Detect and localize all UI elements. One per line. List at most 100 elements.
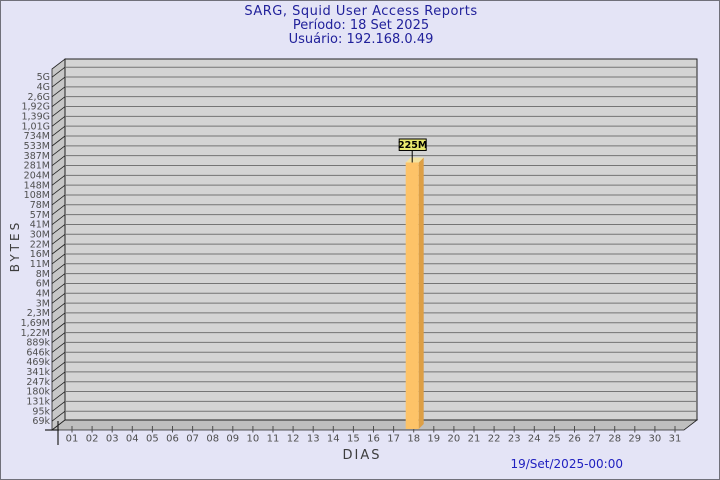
y-tick-label: 22M [30,239,50,250]
x-tick-label: 30 [649,434,662,445]
y-tick-label: 148M [24,180,50,191]
bar-value-callout [398,138,427,151]
report-user: Usuário: 192.168.0.49 [288,32,434,47]
x-tick-label: 09 [226,434,239,445]
x-tick-label: 31 [669,434,682,445]
y-tick-mark [51,184,66,196]
y-tick-mark [51,361,66,373]
y-tick-mark [51,351,66,363]
y-tick-label: 533M [24,141,50,152]
y-tick-mark [51,292,66,304]
bar-day-18 [405,162,419,430]
y-tick-mark [51,243,66,255]
y-tick-mark [51,135,66,147]
y-tick-mark [51,194,66,206]
y-tick-label: 889k [26,338,50,349]
x-tick-label: 14 [327,434,340,445]
y-tick-mark [51,233,66,245]
y-tick-mark [51,332,66,343]
x-tick-label: 20 [448,434,461,445]
y-tick-mark [51,214,66,225]
y-tick-mark [51,371,66,383]
x-tick-label: 22 [488,434,501,445]
y-tick-mark [51,145,66,157]
x-tick-label: 26 [568,434,581,445]
x-tick-label: 01 [66,434,79,445]
y-tick-mark [51,86,66,98]
x-tick-label: 05 [146,434,159,445]
report-timestamp: 19/Set/2025-00:00 [510,457,623,471]
y-tick-label: 734M [24,131,50,142]
x-tick-label: 11 [267,434,280,445]
y-tick-label: 30M [30,229,50,240]
x-tick-label: 07 [186,434,199,445]
x-tick-label: 27 [588,434,601,445]
bar-top-day-18 [405,157,424,163]
y-tick-label: 180k [26,387,50,398]
y-tick-label: 204M [24,170,50,181]
y-tick-label: 1,39G [21,112,50,123]
x-tick-label: 28 [608,434,621,445]
y-tick-mark [51,106,66,117]
y-tick-label: 469k [26,357,50,368]
y-tick-mark [51,391,66,402]
plot-area [64,58,698,421]
x-tick-label: 16 [367,434,380,445]
y-tick-mark [51,253,66,265]
x-tick-label: 02 [86,434,99,445]
y-tick-label: 131k [26,397,50,408]
y-tick-mark [51,155,66,166]
y-tick-label: 2,6G [28,92,50,103]
y-tick-mark [51,96,66,108]
y-tick-label: 41M [30,220,50,231]
x-tick-label: 29 [628,434,641,445]
x-tick-label: 19 [427,434,440,445]
y-tick-label: 2,3M [27,308,50,319]
y-tick-label: 646k [26,347,50,358]
x-tick-label: 25 [548,434,561,445]
x-tick-label: 08 [206,434,219,445]
y-tick-mark [51,175,66,186]
y-tick-label: 4G [37,82,50,93]
y-tick-label: 3M [36,298,50,309]
x-tick-label: 24 [528,434,541,445]
y-tick-mark [51,322,66,334]
x-tick-label: 12 [287,434,300,445]
report-title: SARG, Squid User Access Reports [244,4,478,19]
y-tick-label: 57M [30,210,50,221]
x-axis-title: DIAS [342,448,382,463]
y-tick-label: 16M [30,249,50,260]
x-tick-label: 18 [407,434,420,445]
y-axis-title: BYTES [8,219,22,273]
x-tick-label: 21 [468,434,481,445]
y-tick-label: 6M [36,279,50,290]
bar-side-day-18 [418,157,424,430]
y-tick-label: 1,92G [21,102,50,113]
y-tick-label: 387M [24,151,50,162]
y-tick-label: 1,69M [21,318,50,329]
x-tick-label: 06 [166,434,179,445]
y-tick-mark [51,165,66,176]
plot-floor [50,419,699,431]
x-tick-label: 03 [106,434,119,445]
y-tick-label: 8M [36,269,50,280]
report-period: Período: 18 Set 2025 [292,18,430,33]
y-tick-label: 11M [30,259,50,270]
y-tick-label: 78M [30,200,50,211]
x-tick-label: 10 [247,434,260,445]
y-tick-mark [51,66,66,78]
x-tick-label: 17 [387,434,400,445]
y-tick-mark [51,342,66,353]
y-tick-label: 1,01G [21,121,50,132]
x-tick-label: 13 [307,434,320,445]
y-tick-mark [51,224,66,235]
y-tick-label: 5G [37,72,50,83]
y-tick-label: 4M [36,288,50,299]
x-tick-label: 15 [347,434,360,445]
y-tick-mark [51,312,66,324]
report-header: SARG, Squid User Access Reports Período:… [1,4,719,47]
bar-value-label: 225M [398,140,427,151]
y-tick-label: 108M [24,190,50,201]
